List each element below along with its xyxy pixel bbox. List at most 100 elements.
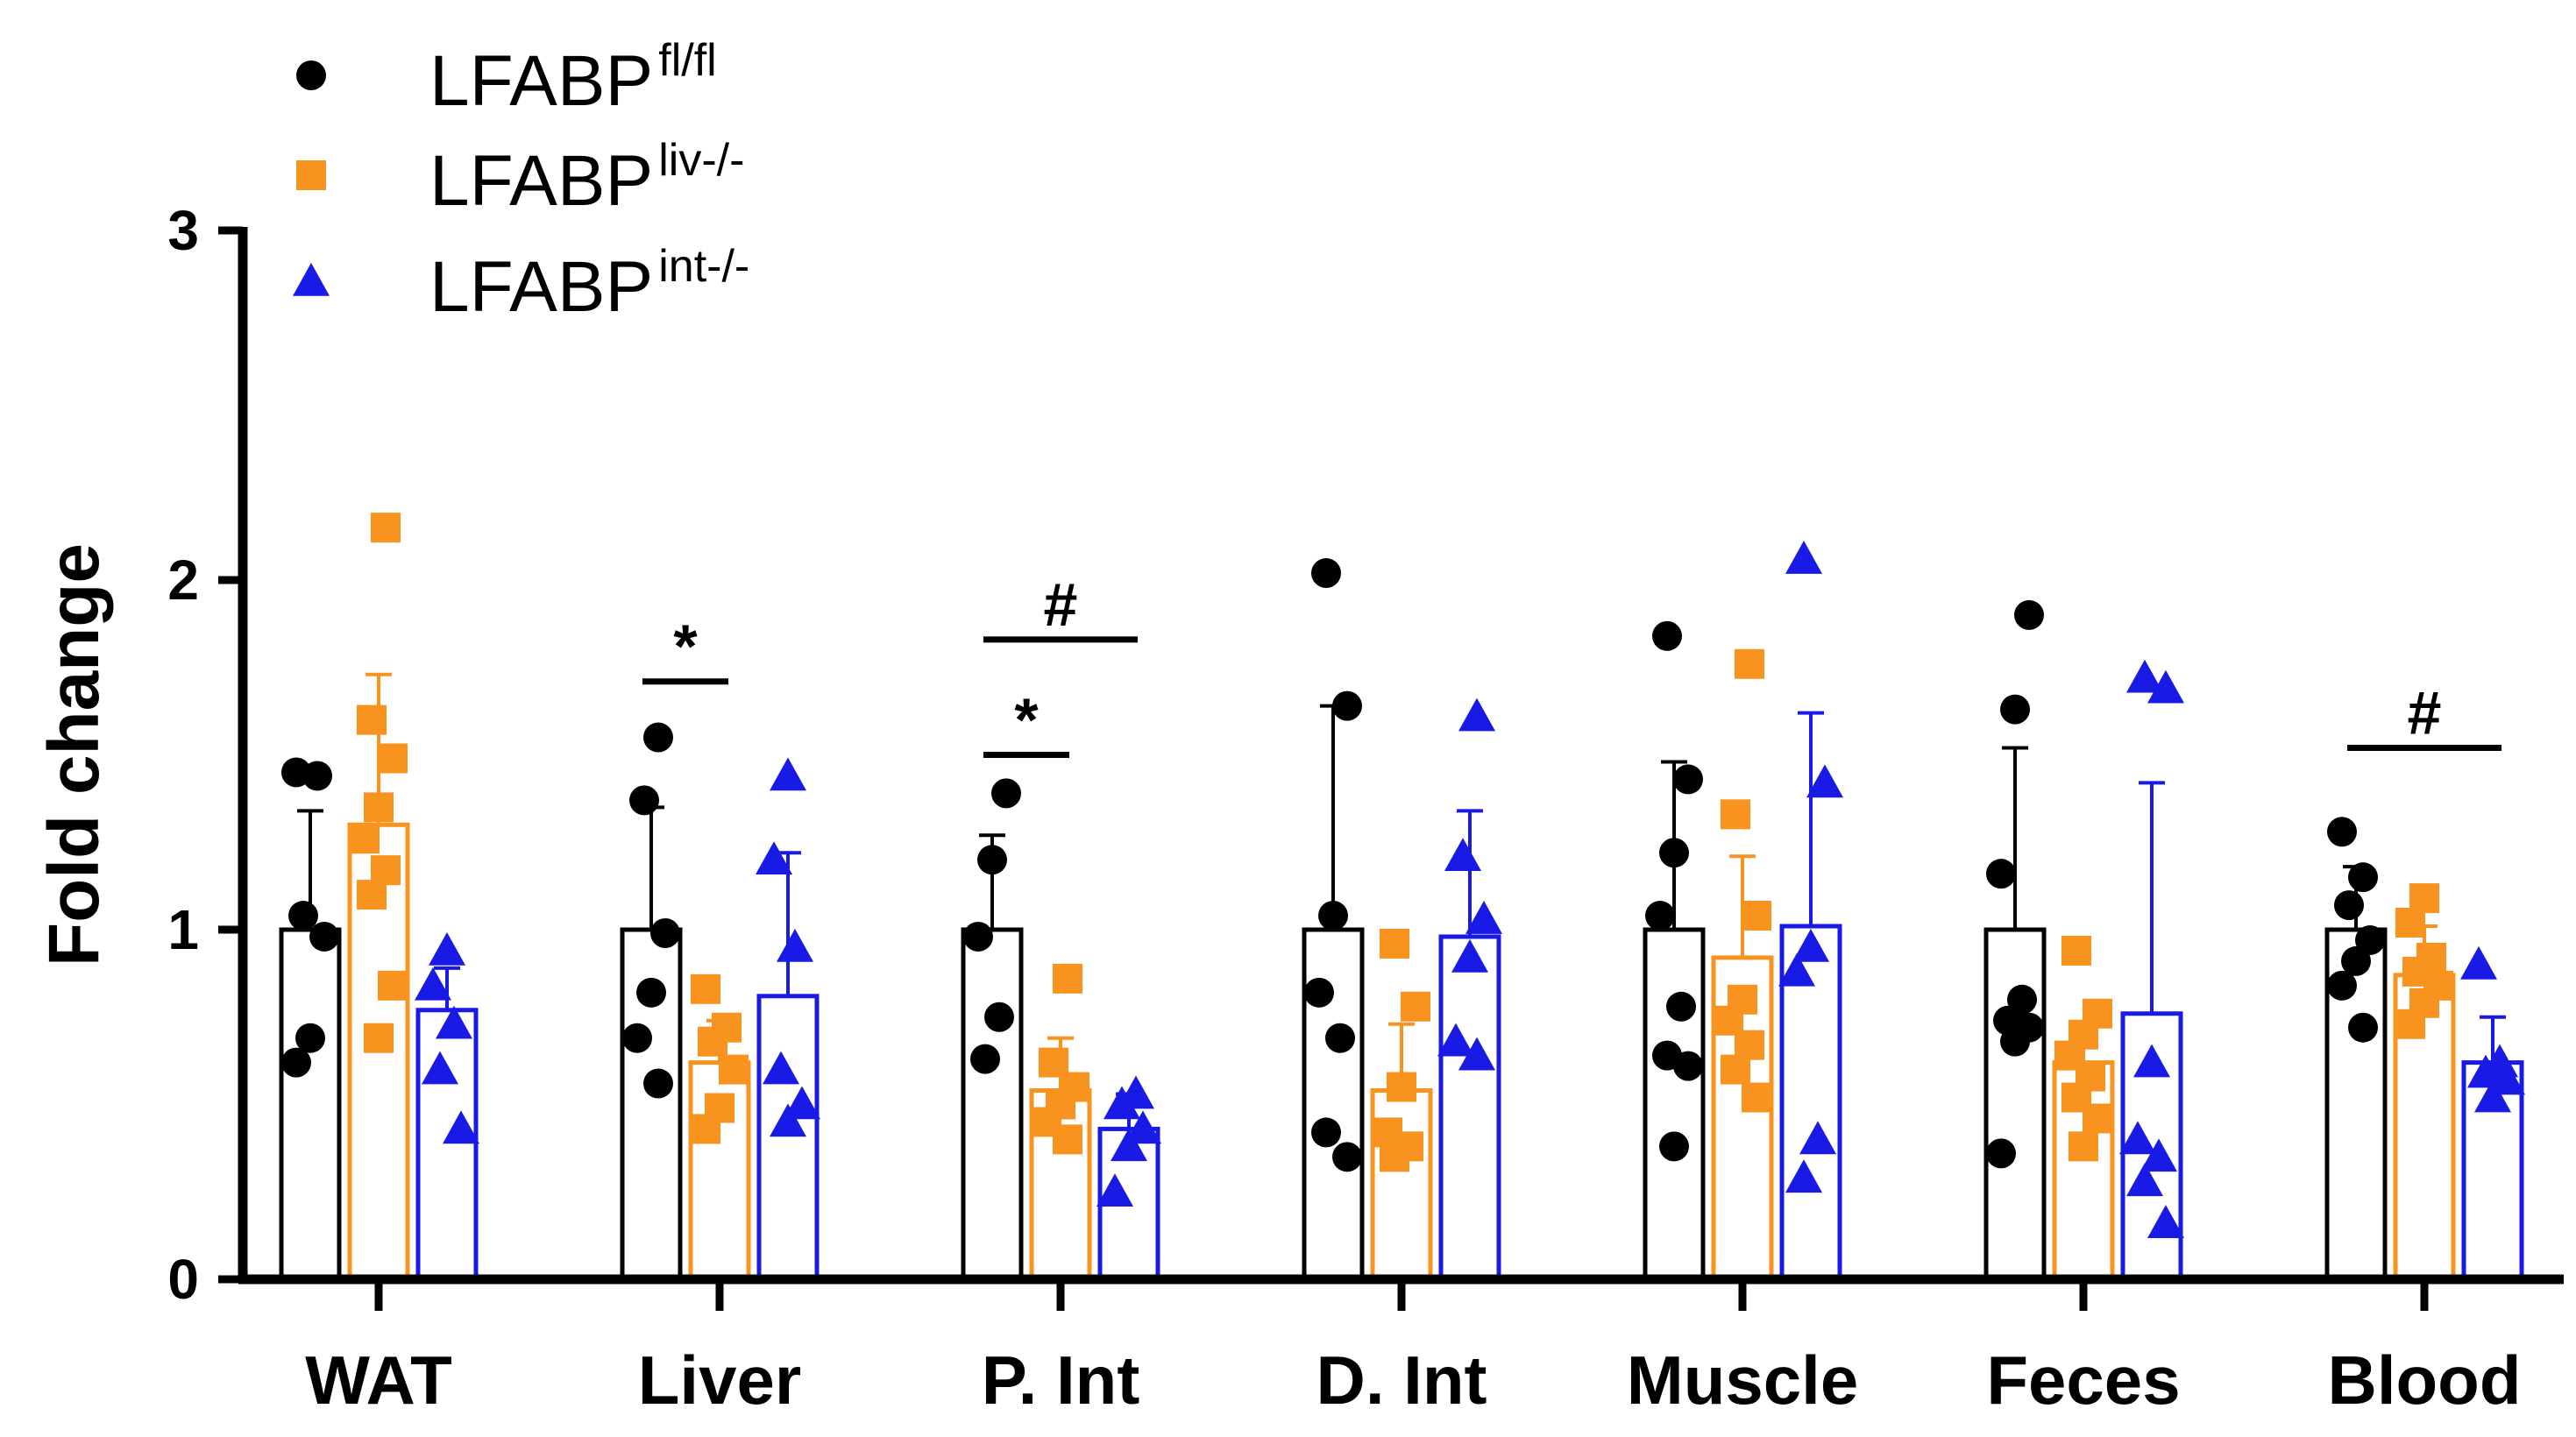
- point-2-0-3: [415, 966, 451, 1001]
- point-2-3-4: [1444, 838, 1481, 872]
- y-tick-label-0: 0: [167, 1248, 199, 1311]
- point-0-5-0: [1986, 1138, 2016, 1169]
- point-1-5-6: [2083, 998, 2112, 1029]
- bar-0-2: [961, 927, 1024, 1282]
- legend-marker-2: [293, 263, 330, 296]
- legend-label-sup-2: int-/-: [658, 241, 749, 292]
- bar-0-0: [279, 927, 342, 1282]
- point-0-6-2: [2341, 945, 2371, 976]
- legend-label-1: LFABP liv-/-: [429, 135, 744, 221]
- point-1-4-5: [1742, 901, 1771, 931]
- point-0-2-2: [963, 921, 993, 952]
- point-0-0-0: [281, 1047, 311, 1078]
- point-0-2-1: [984, 1002, 1014, 1032]
- point-2-0-0: [443, 1110, 479, 1144]
- point-1-2-4: [1039, 1047, 1068, 1078]
- point-1-3-3: [1387, 1072, 1416, 1102]
- point-0-6-4: [2334, 890, 2364, 921]
- significance-label-3: #: [2408, 679, 2442, 747]
- point-0-1-1: [622, 1023, 652, 1053]
- point-1-0-6: [378, 743, 408, 774]
- plot-area: *#* #: [279, 513, 2525, 1282]
- point-1-5-0: [2069, 1131, 2098, 1162]
- y-tick-label-3: 3: [167, 199, 199, 262]
- significance-label-2: *: [1014, 686, 1039, 754]
- point-2-2-1: [1111, 1128, 1147, 1162]
- point-2-5-2: [2140, 1138, 2177, 1172]
- point-1-4-0: [1742, 1082, 1771, 1113]
- point-0-6-1: [2327, 970, 2357, 1001]
- point-2-3-3: [1465, 901, 1502, 934]
- point-0-1-4: [629, 785, 659, 816]
- point-2-3-0: [1458, 1037, 1495, 1071]
- point-0-3-5: [1332, 690, 1362, 721]
- point-2-3-2: [1451, 938, 1488, 973]
- x-tick-label-5: Feces: [1986, 1341, 2180, 1419]
- legend-label-sup-1: liv-/-: [658, 135, 744, 186]
- point-0-1-5: [643, 722, 673, 753]
- point-0-6-3: [2355, 924, 2385, 955]
- point-1-6-4: [2416, 942, 2446, 973]
- point-2-5-5: [2147, 669, 2184, 704]
- point-0-0-2: [309, 921, 339, 952]
- point-2-5-3: [2119, 1121, 2156, 1155]
- point-0-2-4: [991, 778, 1021, 809]
- point-1-2-5: [1053, 963, 1082, 994]
- bar-2-0: [415, 1008, 479, 1282]
- point-0-2-3: [977, 845, 1007, 875]
- point-1-3-2: [1373, 1117, 1402, 1148]
- point-2-1-1: [784, 1086, 820, 1120]
- point-0-5-3: [1993, 1005, 2023, 1036]
- point-0-4-2: [1652, 1040, 1682, 1071]
- point-0-0-5: [281, 757, 311, 788]
- point-2-1-3: [777, 928, 813, 962]
- point-0-3-2: [1325, 1023, 1355, 1053]
- legend-label-2: LFABP int-/-: [429, 241, 749, 327]
- legend-label-0: LFABP fl/fl: [429, 35, 717, 121]
- point-0-6-6: [2327, 817, 2357, 847]
- point-2-4-5: [1785, 541, 1822, 574]
- point-0-1-2: [636, 977, 666, 1008]
- point-0-5-4: [2007, 984, 2037, 1015]
- y-tick-label-1: 1: [167, 898, 199, 961]
- point-0-3-1: [1311, 1117, 1341, 1148]
- point-1-0-1: [378, 970, 408, 1001]
- point-0-3-0: [1332, 1142, 1362, 1172]
- point-1-4-4: [1728, 984, 1757, 1015]
- x-tick-label-4: Muscle: [1627, 1341, 1858, 1419]
- point-2-0-2: [436, 1005, 472, 1039]
- point-2-0-4: [429, 931, 465, 966]
- point-0-5-6: [2000, 694, 2030, 725]
- point-2-4-3: [1792, 928, 1829, 962]
- point-2-4-2: [1778, 952, 1815, 987]
- legend-label-main-2: LFABP: [429, 247, 653, 327]
- point-1-1-1: [705, 1093, 734, 1123]
- bar-2-3: [1438, 934, 1501, 1282]
- point-1-0-0: [364, 1023, 394, 1053]
- point-1-3-5: [1380, 928, 1409, 959]
- point-1-1-2: [719, 1054, 749, 1085]
- point-2-3-5: [1458, 697, 1495, 732]
- point-2-0-1: [422, 1051, 458, 1085]
- point-1-3-4: [1401, 991, 1430, 1022]
- point-1-1-4: [712, 1012, 742, 1043]
- significance-label-1: #: [1044, 570, 1078, 639]
- bar-0-5: [1983, 927, 2047, 1282]
- x-tick-label-0: WAT: [305, 1341, 452, 1419]
- point-2-5-4: [2133, 1044, 2170, 1078]
- y-axis-label: Fold change: [34, 543, 114, 966]
- point-1-1-5: [691, 973, 720, 1004]
- point-0-6-0: [2348, 1012, 2378, 1043]
- legend-label-main-0: LFABP: [429, 41, 653, 121]
- point-0-0-1: [295, 1023, 325, 1053]
- point-0-1-3: [650, 917, 680, 948]
- y-tick-label-2: 2: [167, 549, 199, 612]
- legend-label-main-1: LFABP: [429, 141, 653, 221]
- point-2-6-3: [2481, 1044, 2518, 1078]
- point-2-6-0: [2474, 1079, 2511, 1113]
- point-0-4-7: [1652, 620, 1682, 651]
- point-2-6-4: [2460, 945, 2497, 980]
- point-0-0-3: [288, 901, 318, 931]
- point-1-4-6: [1721, 799, 1750, 830]
